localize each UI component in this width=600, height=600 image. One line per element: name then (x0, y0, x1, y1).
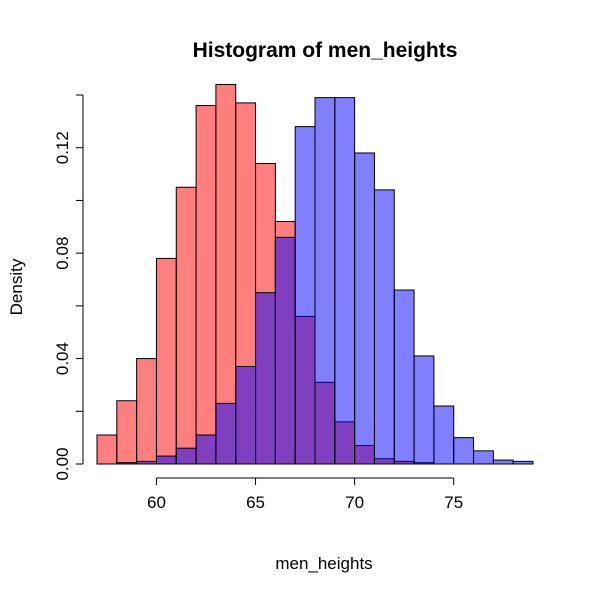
histogram-bar-series-2-bin-59 (136, 460, 157, 465)
histogram-bar-series-2-bin-78 (512, 460, 534, 465)
y-tick-label-0.04: 0.04 (53, 342, 72, 375)
y-axis-label: Density (7, 258, 26, 315)
y-tick-label-0.12: 0.12 (53, 131, 72, 164)
y-tick-label-0.00: 0.00 (53, 447, 72, 480)
histogram-bar-series-2-bin-72 (393, 289, 415, 465)
bars-layer (96, 83, 534, 465)
histogram-bar-series-1-bin-60 (155, 257, 177, 465)
histogram-bar-series-2-bin-61 (175, 447, 197, 465)
chart-title: Histogram of men_heights (193, 39, 458, 62)
histogram-bar-series-2-bin-77 (492, 459, 514, 465)
histogram-bar-series-2-bin-62 (195, 434, 217, 465)
x-tick-label-65: 65 (246, 493, 265, 512)
x-tick-label-60: 60 (147, 493, 166, 512)
histogram-bar-series-2-bin-70 (354, 152, 375, 465)
x-tick-label-70: 70 (345, 493, 364, 512)
histogram-bar-series-1-bin-59 (136, 358, 157, 465)
histogram-bar-series-2-bin-60 (155, 455, 177, 465)
y-tick-label-0.08: 0.08 (53, 237, 72, 270)
histogram-bar-series-2-bin-73 (413, 355, 435, 465)
histogram-bar-series-1-bin-57 (96, 434, 118, 465)
histogram-bar-series-2-bin-63 (215, 402, 237, 465)
histogram-bar-series-2-bin-64 (235, 365, 257, 465)
y-axis: 0.00 0.04 0.08 0.12 (53, 94, 84, 481)
histogram-bar-series-1-bin-62 (195, 105, 217, 465)
histogram-bar-series-2-bin-67 (294, 126, 316, 465)
histogram-bar-series-1-bin-58 (116, 400, 138, 465)
x-tick-label-75: 75 (444, 493, 463, 512)
histogram-bar-series-2-bin-69 (334, 97, 356, 465)
histogram-bar-series-2-bin-66 (274, 236, 296, 465)
x-axis: 60 65 70 75 (147, 477, 463, 512)
histogram-bar-series-2-bin-76 (473, 450, 494, 465)
histogram-bar-series-2-bin-65 (255, 292, 276, 465)
histogram-bar-series-2-bin-68 (314, 97, 336, 465)
histogram-bar-series-1-bin-61 (175, 186, 197, 465)
histogram-bar-series-2-bin-74 (433, 405, 455, 465)
x-axis-label: men_heights (275, 554, 372, 573)
histogram-bar-series-2-bin-58 (116, 462, 138, 465)
histogram-bar-series-2-bin-71 (373, 189, 395, 465)
histogram-bar-series-2-bin-75 (453, 437, 475, 465)
